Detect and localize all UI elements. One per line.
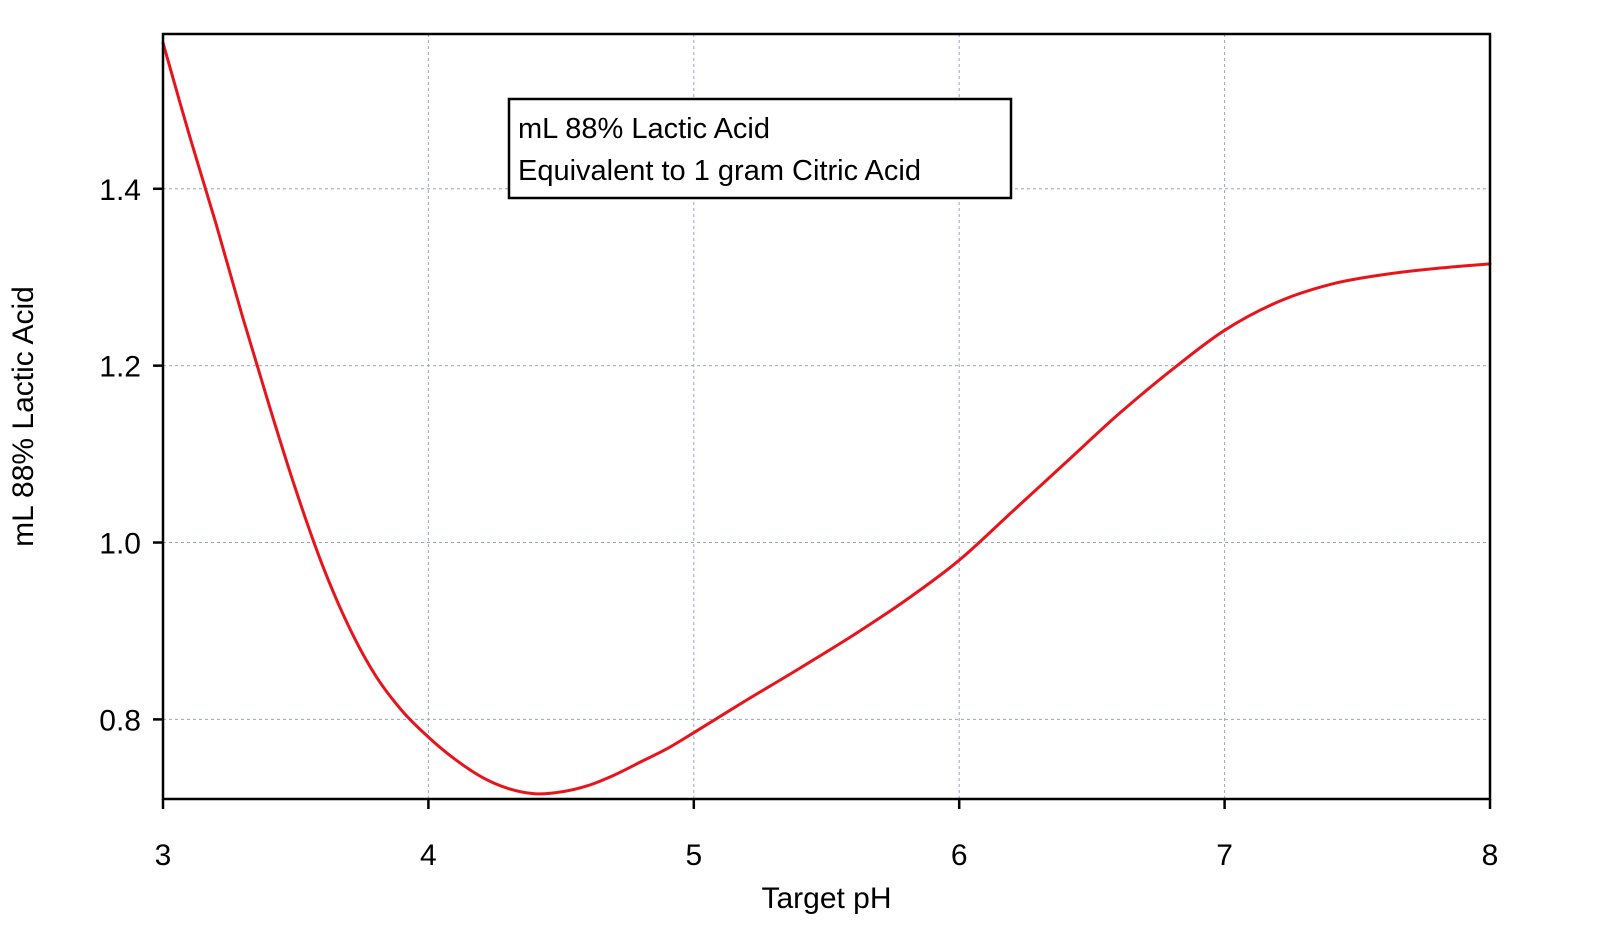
series-layer <box>161 41 1492 796</box>
annotation-frame <box>507 97 1013 200</box>
annotation-line-1: mL 88% Lactic Acid <box>518 113 770 145</box>
x-tick-label: 5 <box>685 839 702 872</box>
series-line <box>161 41 1492 796</box>
x-tick-label: 8 <box>1482 839 1499 872</box>
x-tick-label: 3 <box>155 839 172 872</box>
y-tick-label: 1.4 <box>99 174 141 207</box>
plot-frame <box>161 32 1492 801</box>
y-tick-label: 0.8 <box>99 704 141 737</box>
annotation-box: mL 88% Lactic Acid Equivalent to 1 gram … <box>507 97 1013 200</box>
y-axis-title: mL 88% Lactic Acid <box>7 286 40 547</box>
annotation-line-2: Equivalent to 1 gram Citric Acid <box>518 155 921 187</box>
x-tick-label: 4 <box>420 839 437 872</box>
y-tick-label: 1.0 <box>99 528 141 561</box>
axis-ticks: 3 4 5 6 7 8 0.8 1.0 1.2 1.4 <box>99 174 1498 872</box>
y-tick-label: 1.2 <box>99 351 141 384</box>
x-tick-label: 6 <box>951 839 968 872</box>
x-tick-label: 7 <box>1216 839 1233 872</box>
x-axis-title: Target pH <box>761 882 891 915</box>
